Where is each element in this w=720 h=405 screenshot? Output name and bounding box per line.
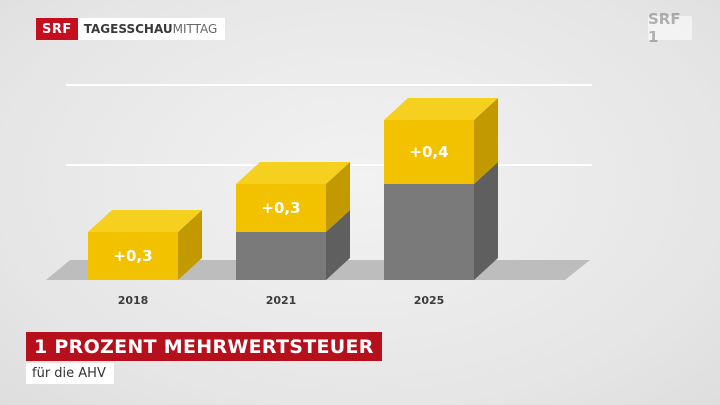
bar-side-2018-series-2: [178, 210, 202, 280]
x-tick-label-2025: 2025: [414, 294, 445, 307]
bar-segment-2025-series-1: [384, 184, 474, 280]
chart-bars: [88, 98, 498, 280]
lower-third: 1 PROZENT MEHRWERTSTEUER für die AHV: [26, 332, 382, 384]
bar-segment-2021-series-2: [236, 184, 326, 232]
data-label-2021: +0,3: [261, 199, 300, 217]
bar-top-2025: [384, 98, 498, 120]
bar-side-2025-series-2: [474, 98, 498, 184]
stacked-bar-chart: +0,3 2018 +0,3 2021 +0,4 2025: [46, 84, 592, 307]
data-label-2025: +0,4: [409, 143, 448, 161]
bar-2018: [88, 210, 202, 280]
show-title-strong: TAGESSCHAU: [83, 22, 173, 36]
bar-side-2025-series-1: [474, 162, 498, 280]
lower-third-title: 1 PROZENT MEHRWERTSTEUER: [26, 332, 382, 361]
show-title-light: MITTAG: [172, 22, 218, 36]
x-tick-label-2021: 2021: [266, 294, 297, 307]
bar-segment-2018-series-2: [88, 232, 178, 280]
srf-logo-bar: SRF TAGESSCHAU MITTAG: [36, 18, 226, 40]
x-tick-label-2018: 2018: [118, 294, 149, 307]
bar-side-2021-series-1: [326, 210, 350, 280]
bar-top-2021: [236, 162, 350, 184]
data-label-2018: +0,3: [113, 247, 152, 265]
bar-2021: [236, 162, 350, 280]
bar-segment-2021-series-1: [236, 232, 326, 280]
srf-logo: SRF: [36, 18, 78, 40]
chart-labels: +0,3 2018 +0,3 2021 +0,4 2025: [113, 143, 448, 307]
bar-2025: [384, 98, 498, 280]
bar-side-2021-series-2: [326, 162, 350, 232]
lower-third-subtitle: für die AHV: [26, 363, 114, 384]
show-title: TAGESSCHAU MITTAG: [77, 18, 226, 40]
bar-top-2018: [88, 210, 202, 232]
bar-segment-2025-series-2: [384, 120, 474, 184]
chart-grid: [66, 84, 592, 166]
